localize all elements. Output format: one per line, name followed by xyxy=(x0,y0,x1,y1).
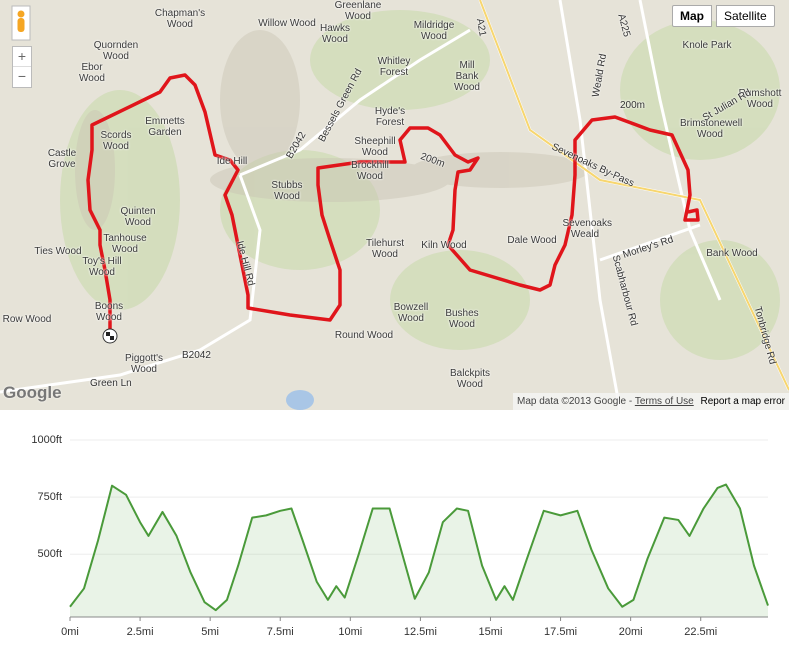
terms-link[interactable]: Terms of Use xyxy=(634,396,694,407)
x-tick-label: 10mi xyxy=(338,626,362,638)
report-link[interactable]: Report a map error xyxy=(700,396,785,407)
elevation-chart: 500ft 750ft 1000ft 0mi 2.5mi 5mi 7.5mi 10mi 12.5… xyxy=(31,434,769,638)
zoom-control: + − xyxy=(12,46,32,88)
map-terrain xyxy=(0,0,789,410)
route xyxy=(86,73,700,340)
zoom-in[interactable]: + xyxy=(17,48,27,64)
pegman[interactable] xyxy=(11,5,31,41)
elevation-area xyxy=(70,484,768,617)
map-label: Dale Wood xyxy=(507,235,557,246)
y-tick-label: 750ft xyxy=(38,491,62,503)
x-tick-label: 15mi xyxy=(479,626,503,638)
road-label: 200m xyxy=(620,100,646,111)
google-logo: Google xyxy=(3,383,62,402)
map-label: Whitley Forest xyxy=(377,56,411,78)
map-label: Castle Grove xyxy=(47,148,77,170)
map-label: Round Wood xyxy=(334,330,394,341)
finish-flag xyxy=(102,328,118,344)
map-label: Willow Wood xyxy=(258,18,316,29)
map-label: Brockhill Wood xyxy=(351,160,389,182)
x-tick-label: 17.5mi xyxy=(544,626,577,638)
elevation-line xyxy=(69,483,769,612)
map-label: Quinten Wood xyxy=(120,206,156,228)
map-label: Chapman's Wood xyxy=(154,8,206,30)
map[interactable]: + − Map Satellite Google Map data ©2013 … xyxy=(0,0,789,410)
map-button[interactable]: Map xyxy=(672,5,712,27)
map-label: Balckpits Wood xyxy=(449,368,490,390)
map-label: Sevenoaks Weald xyxy=(562,218,612,240)
x-tick-label: 22.5mi xyxy=(684,626,717,638)
road-label: B2042 xyxy=(182,350,211,361)
map-label: Ebor Wood xyxy=(79,62,105,84)
map-label: Tilehurst Wood xyxy=(366,238,404,260)
map-label: Bank Wood xyxy=(706,248,758,259)
map-label: Bowzell Wood xyxy=(393,302,429,324)
map-label: Mill Bank Wood xyxy=(454,60,480,93)
x-tick-label: 12.5mi xyxy=(404,626,437,638)
map-label: Toy's Hill Wood xyxy=(82,256,122,278)
map-label: Emmetts Garden xyxy=(145,116,185,138)
map-label: Quornden Wood xyxy=(93,40,139,62)
x-tick-label: 20mi xyxy=(619,626,643,638)
satellite-button[interactable]: Satellite xyxy=(716,5,775,27)
map-label: Knole Park xyxy=(682,40,732,51)
x-tick-label: 5mi xyxy=(201,626,219,638)
map-label: Boons Wood xyxy=(94,301,124,323)
map-label: Greenlane Wood xyxy=(334,0,382,22)
x-tick-label: 2.5mi xyxy=(127,626,154,638)
map-label: Piggott's Wood xyxy=(124,353,164,375)
map-label: Hawks Wood xyxy=(319,23,350,45)
x-tick-label: 7.5mi xyxy=(267,626,294,638)
road-label: Green Ln xyxy=(90,378,132,389)
x-tick-label: 0mi xyxy=(61,626,79,638)
zoom-out[interactable]: − xyxy=(13,66,31,86)
y-tick-label: 500ft xyxy=(38,548,62,560)
attribution: Map data ©2013 Google xyxy=(516,396,627,407)
y-tick-label: 1000ft xyxy=(31,434,62,446)
map-label: Kiln Wood xyxy=(421,240,467,251)
map-label: Bushes Wood xyxy=(445,308,479,330)
map-label: Ide Hill xyxy=(216,156,248,167)
map-label: Stubbs Wood xyxy=(271,180,303,202)
map-label: Ties Wood xyxy=(34,246,82,257)
map-label: Brimstonewell Wood xyxy=(680,118,743,140)
map-label: Tanhouse Wood xyxy=(103,233,147,255)
map-label: Sheephill Wood xyxy=(354,136,396,158)
map-label: Mildridge Wood xyxy=(413,20,455,42)
map-label: Scords Wood xyxy=(100,130,132,152)
map-label: Row Wood xyxy=(2,314,52,325)
attribution-bar: Map data ©2013 Google - Terms of Use Rep… xyxy=(512,393,789,410)
map-label: Hyde's Forest xyxy=(374,106,406,128)
map-label: Rumshott Wood xyxy=(738,88,782,110)
